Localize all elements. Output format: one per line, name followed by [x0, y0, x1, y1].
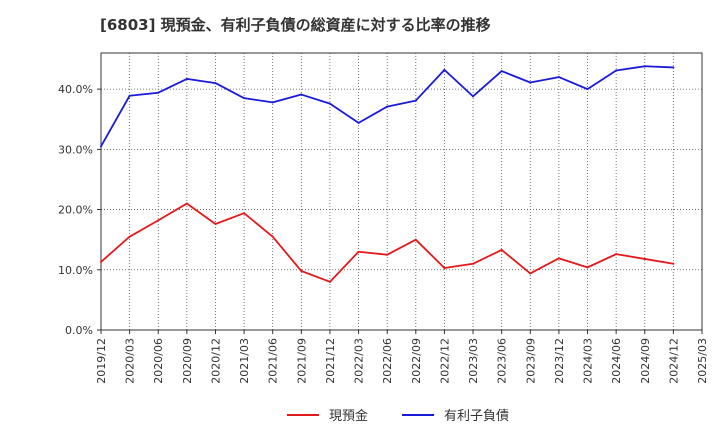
x-tick-label: 2022/06	[381, 338, 394, 384]
x-tick-label: 2021/03	[238, 338, 251, 384]
y-tick-label: 40.0%	[58, 83, 93, 96]
debt-ratio-point	[157, 91, 160, 94]
x-tick-label: 2023/06	[496, 338, 509, 384]
x-tick-label: 2021/12	[324, 338, 337, 384]
y-tick-label: 10.0%	[58, 264, 93, 277]
legend-debt-label: 有利子負債	[444, 409, 509, 424]
debt-ratio-point	[500, 70, 503, 73]
y-tick-label: 0.0%	[65, 324, 93, 337]
chart-title: [6803] 現預金、有利子負債の総資産に対する比率の推移	[100, 16, 491, 34]
debt-ratio-point	[615, 69, 618, 72]
debt-ratio-point	[586, 88, 589, 91]
cash-ratio-point	[185, 202, 188, 205]
cash-ratio-point	[500, 248, 503, 251]
debt-ratio-point	[100, 145, 102, 148]
x-tick-label: 2024/06	[610, 338, 623, 384]
cash-ratio-point	[271, 235, 274, 238]
legend-cash-label: 現預金	[329, 408, 368, 424]
debt-ratio-point	[328, 102, 331, 105]
x-tick-label: 2023/12	[553, 338, 566, 384]
cash-ratio-point	[443, 266, 446, 269]
debt-ratio-point	[271, 101, 274, 104]
x-tick-label: 2023/03	[467, 338, 480, 384]
x-tick-label: 2024/12	[667, 338, 680, 384]
plot-frame	[100, 52, 703, 331]
x-tick-label: 2020/06	[152, 338, 165, 384]
debt-ratio-point	[529, 81, 532, 84]
y-tick-label: 20.0%	[58, 204, 93, 217]
cash-ratio-point	[328, 280, 331, 283]
x-tick-label: 2025/03	[696, 338, 709, 384]
x-tick-label: 2020/03	[124, 338, 137, 384]
cash-ratio-point	[472, 262, 475, 265]
cash-ratio-point	[586, 266, 589, 269]
x-tick-label: 2020/12	[209, 338, 222, 384]
debt-ratio-point	[557, 76, 560, 79]
debt-ratio-point	[643, 65, 646, 68]
x-tick-label: 2024/03	[582, 338, 595, 384]
cash-ratio-point	[529, 272, 532, 275]
cash-ratio-point	[157, 219, 160, 222]
x-tick-label: 2024/09	[639, 338, 652, 384]
cash-ratio-point	[557, 257, 560, 260]
debt-ratio-point	[443, 68, 446, 71]
cash-ratio-point	[300, 269, 303, 272]
cash-ratio-point	[128, 235, 131, 238]
debt-ratio-point	[672, 66, 675, 69]
x-tick-label: 2022/03	[353, 338, 366, 384]
cash-ratio-point	[100, 260, 102, 263]
debt-ratio-point	[414, 99, 417, 102]
cash-ratio-point	[414, 238, 417, 241]
debt-ratio-point	[300, 93, 303, 96]
debt-ratio-point	[214, 82, 217, 85]
cash-ratio-point	[357, 250, 360, 253]
debt-ratio-point	[386, 105, 389, 108]
x-tick-label: 2021/09	[295, 338, 308, 384]
cash-ratio-point	[386, 253, 389, 256]
x-tick-label: 2022/12	[438, 338, 451, 384]
cash-ratio-point	[672, 262, 675, 265]
debt-ratio-point	[357, 121, 360, 124]
x-tick-label: 2019/12	[95, 338, 108, 384]
cash-ratio-point	[214, 223, 217, 226]
x-tick-label: 2023/09	[524, 338, 537, 384]
cash-ratio-point	[243, 212, 246, 215]
debt-ratio-point	[243, 97, 246, 100]
debt-ratio-point	[128, 94, 131, 97]
cash-ratio-point	[615, 253, 618, 256]
debt-ratio-point	[185, 77, 188, 80]
x-tick-label: 2022/09	[410, 338, 423, 384]
y-tick-label: 30.0%	[58, 143, 93, 156]
cash-ratio-point	[643, 257, 646, 260]
debt-ratio-point	[472, 95, 475, 98]
x-tick-label: 2020/09	[181, 338, 194, 384]
x-tick-label: 2021/06	[267, 338, 280, 384]
